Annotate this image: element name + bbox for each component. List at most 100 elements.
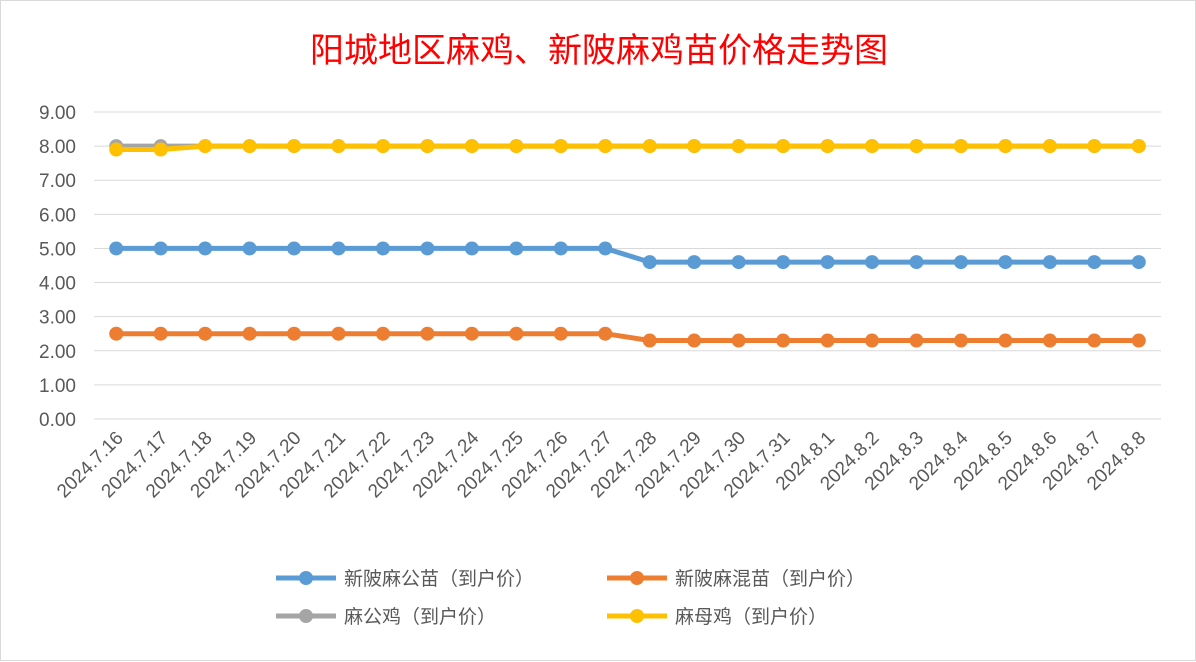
data-point	[998, 139, 1013, 154]
data-point	[1131, 255, 1146, 270]
data-point	[642, 255, 657, 270]
legend-swatch-marker	[630, 609, 644, 623]
data-point	[998, 255, 1013, 270]
data-point	[375, 241, 390, 256]
y-tick-label: 7.00	[39, 171, 76, 192]
chart-title: 阳城地区麻鸡、新陂麻鸡苗价格走势图	[310, 31, 888, 71]
data-point	[1042, 333, 1057, 348]
data-point	[642, 139, 657, 154]
data-point	[553, 139, 568, 154]
data-point	[820, 333, 835, 348]
y-tick-label: 1.00	[39, 376, 76, 397]
data-point	[153, 142, 168, 157]
series-layer	[109, 139, 1146, 348]
series-1	[109, 241, 1146, 270]
y-tick-label: 2.00	[39, 342, 76, 363]
data-point	[776, 139, 791, 154]
data-point	[509, 241, 524, 256]
data-point	[198, 241, 213, 256]
legend-label: 新陂麻混苗（到户价）	[675, 568, 865, 590]
data-point	[153, 241, 168, 256]
data-point	[242, 241, 257, 256]
series-line	[113, 143, 1142, 152]
x-axis-ticks: 2024.7.162024.7.172024.7.182024.7.192024…	[53, 427, 1150, 502]
data-point	[998, 333, 1013, 348]
series-line	[113, 245, 1142, 265]
data-point	[642, 333, 657, 348]
data-point	[687, 333, 702, 348]
y-tick-label: 8.00	[39, 137, 76, 158]
data-point	[109, 241, 124, 256]
data-point	[687, 255, 702, 270]
data-point	[287, 241, 302, 256]
data-point	[198, 326, 213, 341]
data-point	[820, 255, 835, 270]
data-point	[865, 333, 880, 348]
data-point	[1131, 333, 1146, 348]
y-tick-label: 9.00	[39, 103, 76, 124]
legend-label: 麻公鸡（到户价）	[344, 606, 496, 628]
y-axis-ticks: 0.00 1.00 2.00 3.00 4.00 5.00 6.00 7.00 8.00 9.00	[39, 103, 76, 431]
data-point	[153, 326, 168, 341]
data-point	[865, 139, 880, 154]
legend-swatch-marker	[630, 571, 644, 585]
legend-item[interactable]: 麻公鸡（到户价）	[276, 606, 496, 628]
data-point	[109, 326, 124, 341]
data-point	[375, 139, 390, 154]
data-point	[953, 139, 968, 154]
y-tick-label: 3.00	[39, 308, 76, 329]
data-point	[598, 241, 613, 256]
data-point	[776, 255, 791, 270]
data-point	[1087, 255, 1102, 270]
data-point	[598, 326, 613, 341]
series-4	[109, 139, 1146, 157]
data-point	[687, 139, 702, 154]
legend-item[interactable]: 新陂麻公苗（到户价）	[276, 568, 534, 590]
data-point	[331, 139, 346, 154]
data-point	[1087, 333, 1102, 348]
data-point	[598, 139, 613, 154]
data-point	[464, 139, 479, 154]
y-tick-label: 5.00	[39, 239, 76, 260]
data-point	[1042, 139, 1057, 154]
data-point	[420, 241, 435, 256]
legend-label: 新陂麻公苗（到户价）	[344, 568, 534, 590]
y-tick-label: 4.00	[39, 274, 76, 295]
data-point	[287, 139, 302, 154]
data-point	[331, 241, 346, 256]
data-point	[731, 333, 746, 348]
data-point	[464, 241, 479, 256]
data-point	[553, 326, 568, 341]
data-point	[1087, 139, 1102, 154]
data-point	[198, 139, 213, 154]
data-point	[1042, 255, 1057, 270]
data-point	[909, 333, 924, 348]
legend-item[interactable]: 麻母鸡（到户价）	[607, 606, 827, 628]
series-2	[109, 326, 1146, 348]
data-point	[420, 326, 435, 341]
legend-item[interactable]: 新陂麻混苗（到户价）	[607, 568, 865, 590]
data-point	[953, 255, 968, 270]
data-point	[953, 333, 968, 348]
data-point	[509, 326, 524, 341]
data-point	[242, 326, 257, 341]
legend[interactable]: 新陂麻公苗（到户价） 新陂麻混苗（到户价） 麻公鸡（到户价） 麻母鸡（到户价）	[276, 568, 865, 628]
y-tick-label: 0.00	[39, 410, 76, 431]
data-point	[731, 139, 746, 154]
data-point	[375, 326, 390, 341]
y-tick-label: 6.00	[39, 205, 76, 226]
data-point	[909, 139, 924, 154]
data-point	[820, 139, 835, 154]
data-point	[909, 255, 924, 270]
data-point	[242, 139, 257, 154]
data-point	[865, 255, 880, 270]
data-point	[1131, 139, 1146, 154]
data-point	[331, 326, 346, 341]
legend-swatch-marker	[299, 571, 313, 585]
data-point	[776, 333, 791, 348]
legend-swatch-marker	[299, 609, 313, 623]
data-point	[509, 139, 524, 154]
data-point	[731, 255, 746, 270]
